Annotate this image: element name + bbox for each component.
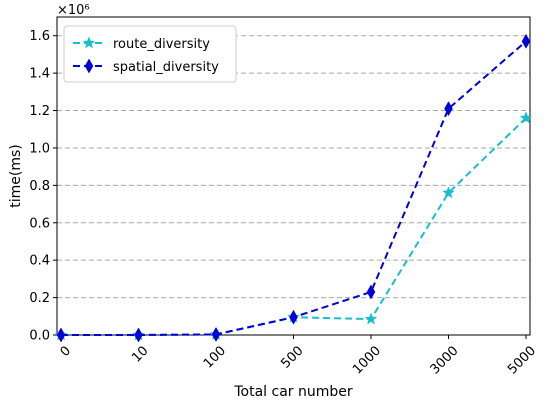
y-axis-label: time(ms) <box>8 144 24 208</box>
data-point-spatial_diversity <box>56 327 66 343</box>
legend-label-spatial_diversity: spatial_diversity <box>113 60 219 75</box>
data-point-spatial_diversity <box>134 327 143 343</box>
y-tick-label: 1.6 <box>29 29 50 44</box>
data-point-route_diversity <box>364 312 378 325</box>
y-scale-label: ×10⁶ <box>57 3 90 18</box>
y-tick-label: 0.0 <box>29 329 50 344</box>
data-point-route_diversity <box>519 111 533 124</box>
x-tick-label: 500 <box>278 343 306 371</box>
x-axis-label: Total car number <box>233 384 353 400</box>
x-tick-label: 100 <box>201 343 229 371</box>
y-tick-label: 1.2 <box>29 104 50 119</box>
x-tick-label: 1000 <box>350 343 384 377</box>
data-point-route_diversity <box>442 186 455 199</box>
data-point-spatial_diversity <box>366 284 376 300</box>
y-tick-label: 1.0 <box>29 141 50 156</box>
series-line-spatial_diversity <box>61 40 527 336</box>
x-tick-label: 0 <box>58 343 74 359</box>
data-point-spatial_diversity <box>521 33 531 49</box>
data-point-spatial_diversity <box>211 326 221 342</box>
legend-box <box>63 25 237 83</box>
x-tick-label: 3000 <box>428 343 462 377</box>
y-tick-label: 0.6 <box>29 216 50 231</box>
legend-marker-route_diversity <box>82 36 96 49</box>
y-tick-label: 0.2 <box>29 291 50 306</box>
x-tick-label: 5000 <box>505 343 539 377</box>
legend-label-route_diversity: route_diversity <box>113 37 210 52</box>
data-point-spatial_diversity <box>444 101 453 117</box>
data-point-spatial_diversity <box>289 309 298 325</box>
x-tick-label: 10 <box>129 343 151 365</box>
y-tick-label: 1.4 <box>29 67 50 82</box>
y-tick-label: 0.4 <box>29 254 50 269</box>
y-tick-label: 0.8 <box>29 179 50 194</box>
legend-marker-spatial_diversity <box>84 58 94 74</box>
series-line-route_diversity <box>61 117 527 336</box>
